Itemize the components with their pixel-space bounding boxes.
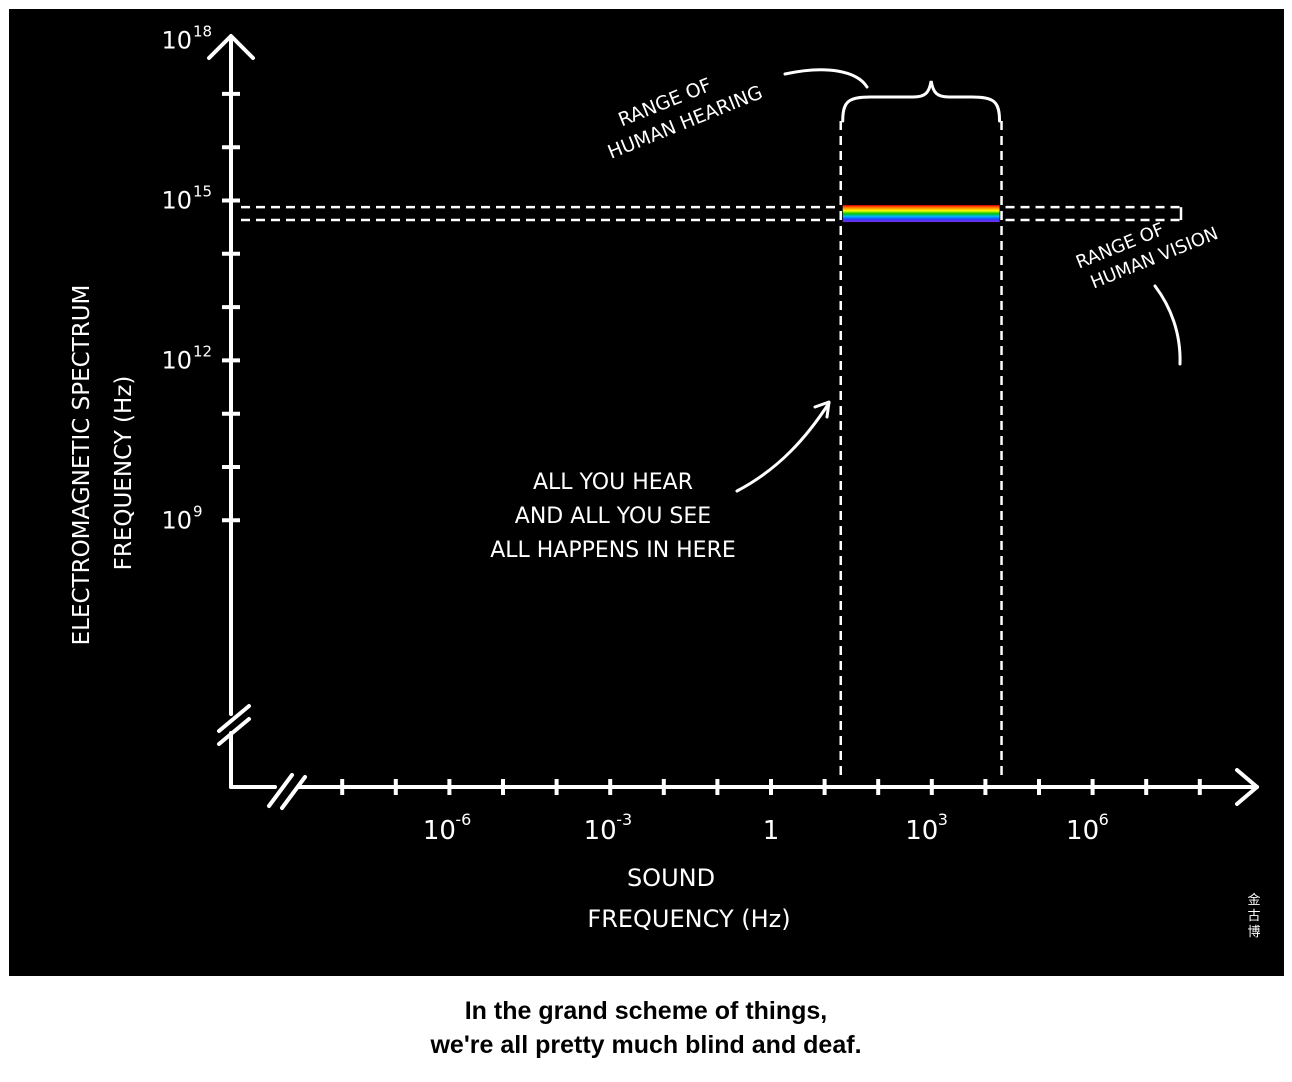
visible-spectrum-intersection (842, 205, 1000, 223)
x-tick-label-exponent: -6 (455, 810, 471, 829)
x-axis-break-1 (267, 773, 294, 808)
axes (207, 34, 1259, 810)
x-tick-label: 10 -3 (584, 810, 633, 846)
y-axis-label-line-2: FREQUENCY (Hz) (111, 376, 137, 571)
center-annotation-line-1: ALL YOU HEAR (533, 470, 693, 495)
y-tick-label: 10 9 (161, 502, 202, 534)
vision-leader-line (1153, 284, 1182, 366)
vision-range-band (241, 205, 1183, 222)
x-tick-label: 1 (763, 816, 780, 846)
x-tick-label-exponent: 6 (1099, 810, 1109, 829)
center-annotation: ALL YOU HEAR AND ALL YOU SEE ALL HAPPENS… (490, 470, 736, 563)
y-tick-label-base: 10 (161, 346, 192, 374)
artist-signature: 金古博 (1247, 892, 1260, 940)
x-axis-label-line-2: FREQUENCY (Hz) (587, 905, 790, 933)
y-tick-label: 10 12 (161, 342, 212, 374)
x-tick-label-base: 10 (423, 816, 456, 846)
vision-annotation: RANGE OF HUMAN VISION (1073, 219, 1221, 293)
x-axis-label: SOUND FREQUENCY (Hz) (587, 864, 790, 933)
y-axis-break-2 (217, 717, 251, 746)
x-tick-label-exponent: -3 (616, 810, 632, 829)
y-axis-ticks (222, 91, 240, 523)
y-tick-label-exponent: 9 (193, 502, 203, 520)
x-axis-arrowhead (1235, 768, 1259, 806)
x-tick-label: 10 6 (1066, 810, 1109, 846)
x-tick-label-base: 10 (905, 816, 938, 846)
x-axis-ticks (340, 779, 1202, 795)
x-axis-break-2 (280, 775, 307, 810)
caption: In the grand scheme of things, we're all… (0, 994, 1292, 1062)
caption-line-2: we're all pretty much blind and deaf. (430, 1031, 862, 1059)
y-axis-break-1 (217, 704, 251, 733)
y-axis-label-line-1: ELECTROMAGNETIC SPECTRUM (69, 285, 95, 646)
center-arrow-shaft (735, 401, 831, 493)
x-tick-labels: 10 -6 10 -3 1 10 3 10 6 (423, 810, 1109, 846)
comic-panel: 10 -6 10 -3 1 10 3 10 6 10 9 10 12 10 15 10 18 (9, 9, 1284, 976)
y-tick-label-base: 10 (161, 187, 192, 215)
y-tick-label-exponent: 15 (193, 183, 212, 201)
center-arrow-head (813, 400, 831, 419)
center-annotation-line-3: ALL HAPPENS IN HERE (490, 538, 736, 563)
x-tick-label: 10 3 (905, 810, 948, 846)
x-tick-label-base: 1 (763, 816, 780, 846)
x-tick-label: 10 -6 (423, 810, 472, 846)
x-tick-label-base: 10 (584, 816, 617, 846)
hearing-leader-line (783, 68, 869, 89)
caption-line-1: In the grand scheme of things, (464, 997, 828, 1025)
x-tick-label-exponent: 3 (938, 810, 948, 829)
y-tick-label-exponent: 12 (193, 342, 212, 360)
y-tick-label-base: 10 (161, 506, 192, 534)
hearing-range-column (839, 121, 1003, 781)
hearing-brace (783, 68, 1002, 123)
y-tick-label-base: 10 (161, 27, 192, 55)
x-axis-label-line-1: SOUND (627, 864, 715, 892)
center-arrow (735, 400, 831, 493)
hearing-brace-path (841, 80, 1002, 123)
y-axis-label: ELECTROMAGNETIC SPECTRUM FREQUENCY (Hz) (69, 285, 137, 646)
x-tick-label-base: 10 (1066, 816, 1099, 846)
center-annotation-line-2: AND ALL YOU SEE (515, 504, 711, 529)
y-tick-label: 10 15 (161, 183, 212, 215)
y-tick-label: 10 18 (161, 23, 212, 55)
y-axis-arrowhead (207, 34, 255, 60)
hearing-annotation: RANGE OF HUMAN HEARING (605, 74, 766, 164)
y-tick-label-exponent: 18 (193, 23, 212, 41)
